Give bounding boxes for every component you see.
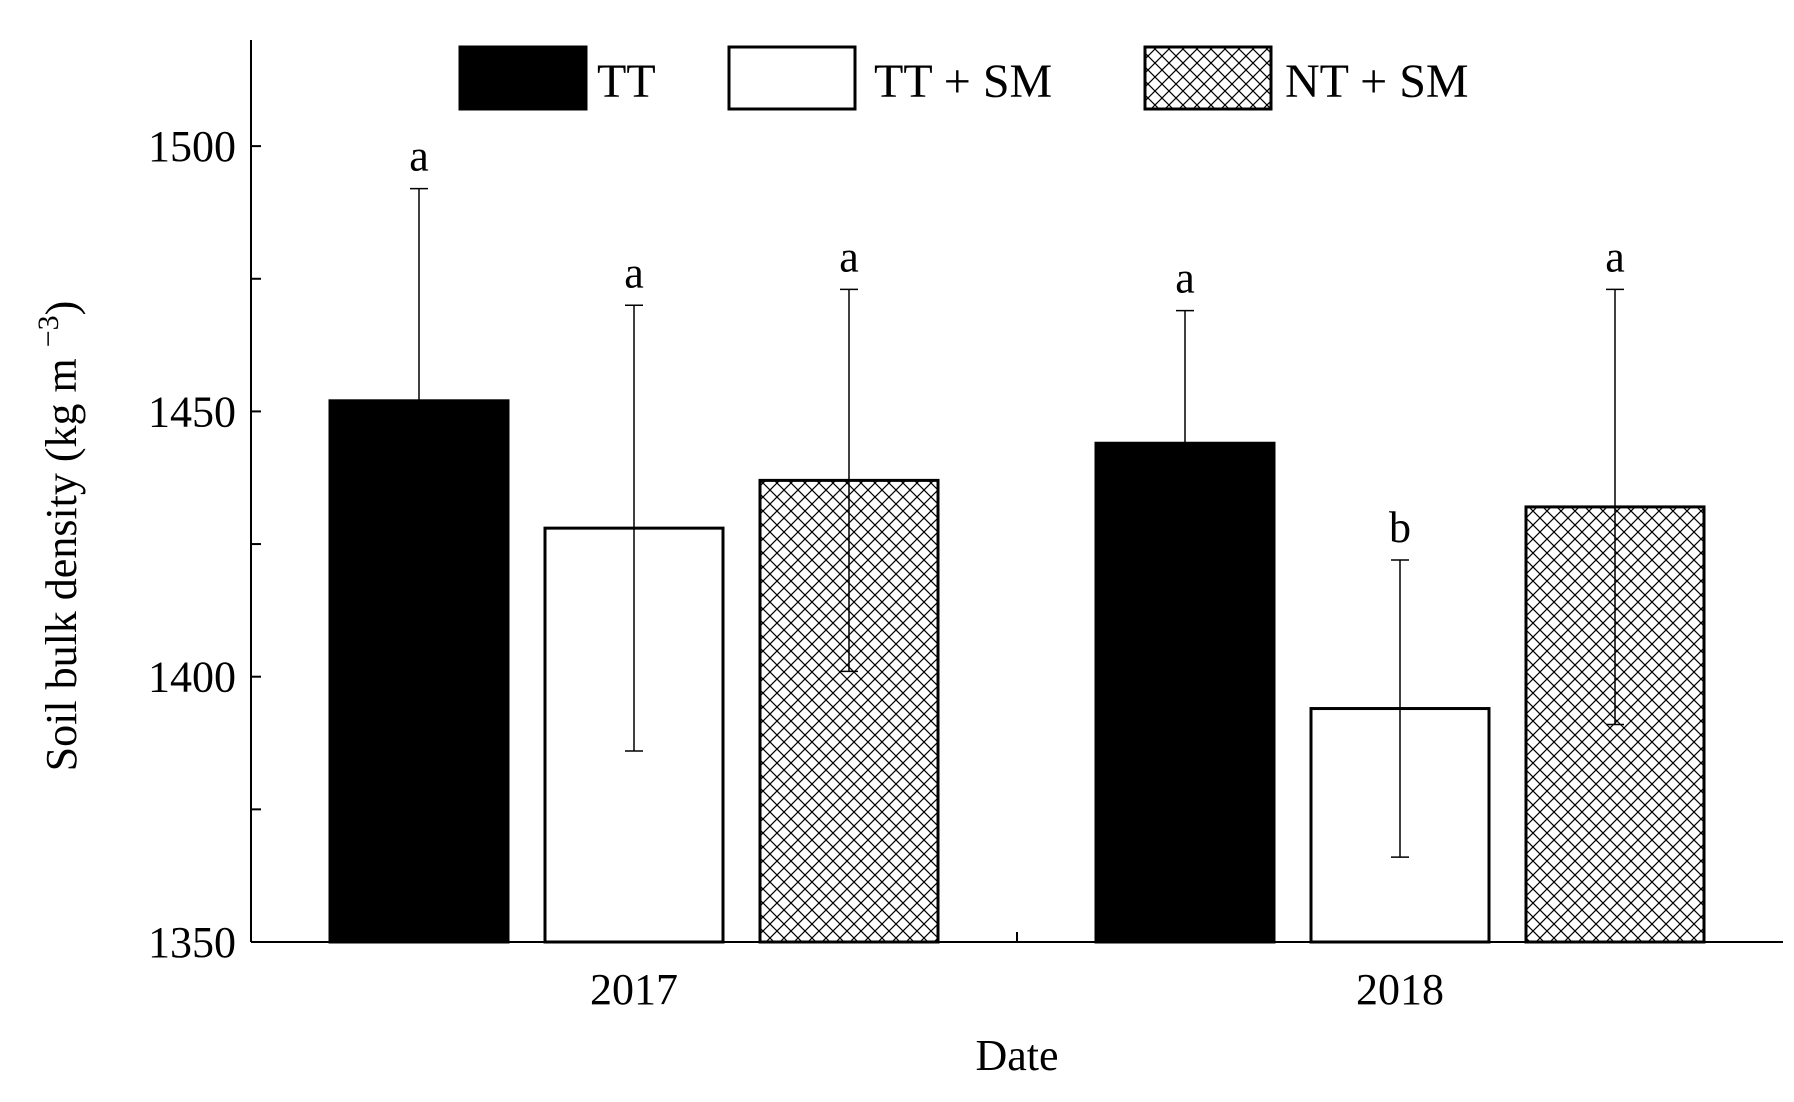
- legend-swatch: [458, 45, 588, 111]
- significance-letter: a: [839, 232, 859, 281]
- legend-label: NT + SM: [1285, 55, 1469, 108]
- y-tick-label: 1350: [148, 918, 236, 967]
- x-axis-title: Date: [975, 1031, 1058, 1080]
- x-tick-label: 2018: [1356, 965, 1444, 1014]
- significance-letter: a: [1175, 254, 1195, 303]
- legend-swatch: [727, 45, 857, 111]
- y-axis-title: Soil bulk density (kg m −3): [32, 301, 86, 772]
- legend-label: TT: [597, 55, 656, 108]
- x-tick-label: 2017: [590, 965, 678, 1014]
- significance-letter: a: [624, 248, 644, 297]
- legend-swatch: [1143, 45, 1273, 111]
- significance-letter: b: [1389, 503, 1411, 552]
- y-tick-label: 1450: [148, 387, 236, 436]
- y-tick-label: 1500: [148, 122, 236, 171]
- bar-ntsm: [758, 478, 940, 944]
- significance-letter: a: [409, 132, 429, 181]
- legend-label: TT + SM: [874, 55, 1052, 108]
- significance-letter: a: [1605, 232, 1625, 281]
- y-tick-label: 1400: [148, 653, 236, 702]
